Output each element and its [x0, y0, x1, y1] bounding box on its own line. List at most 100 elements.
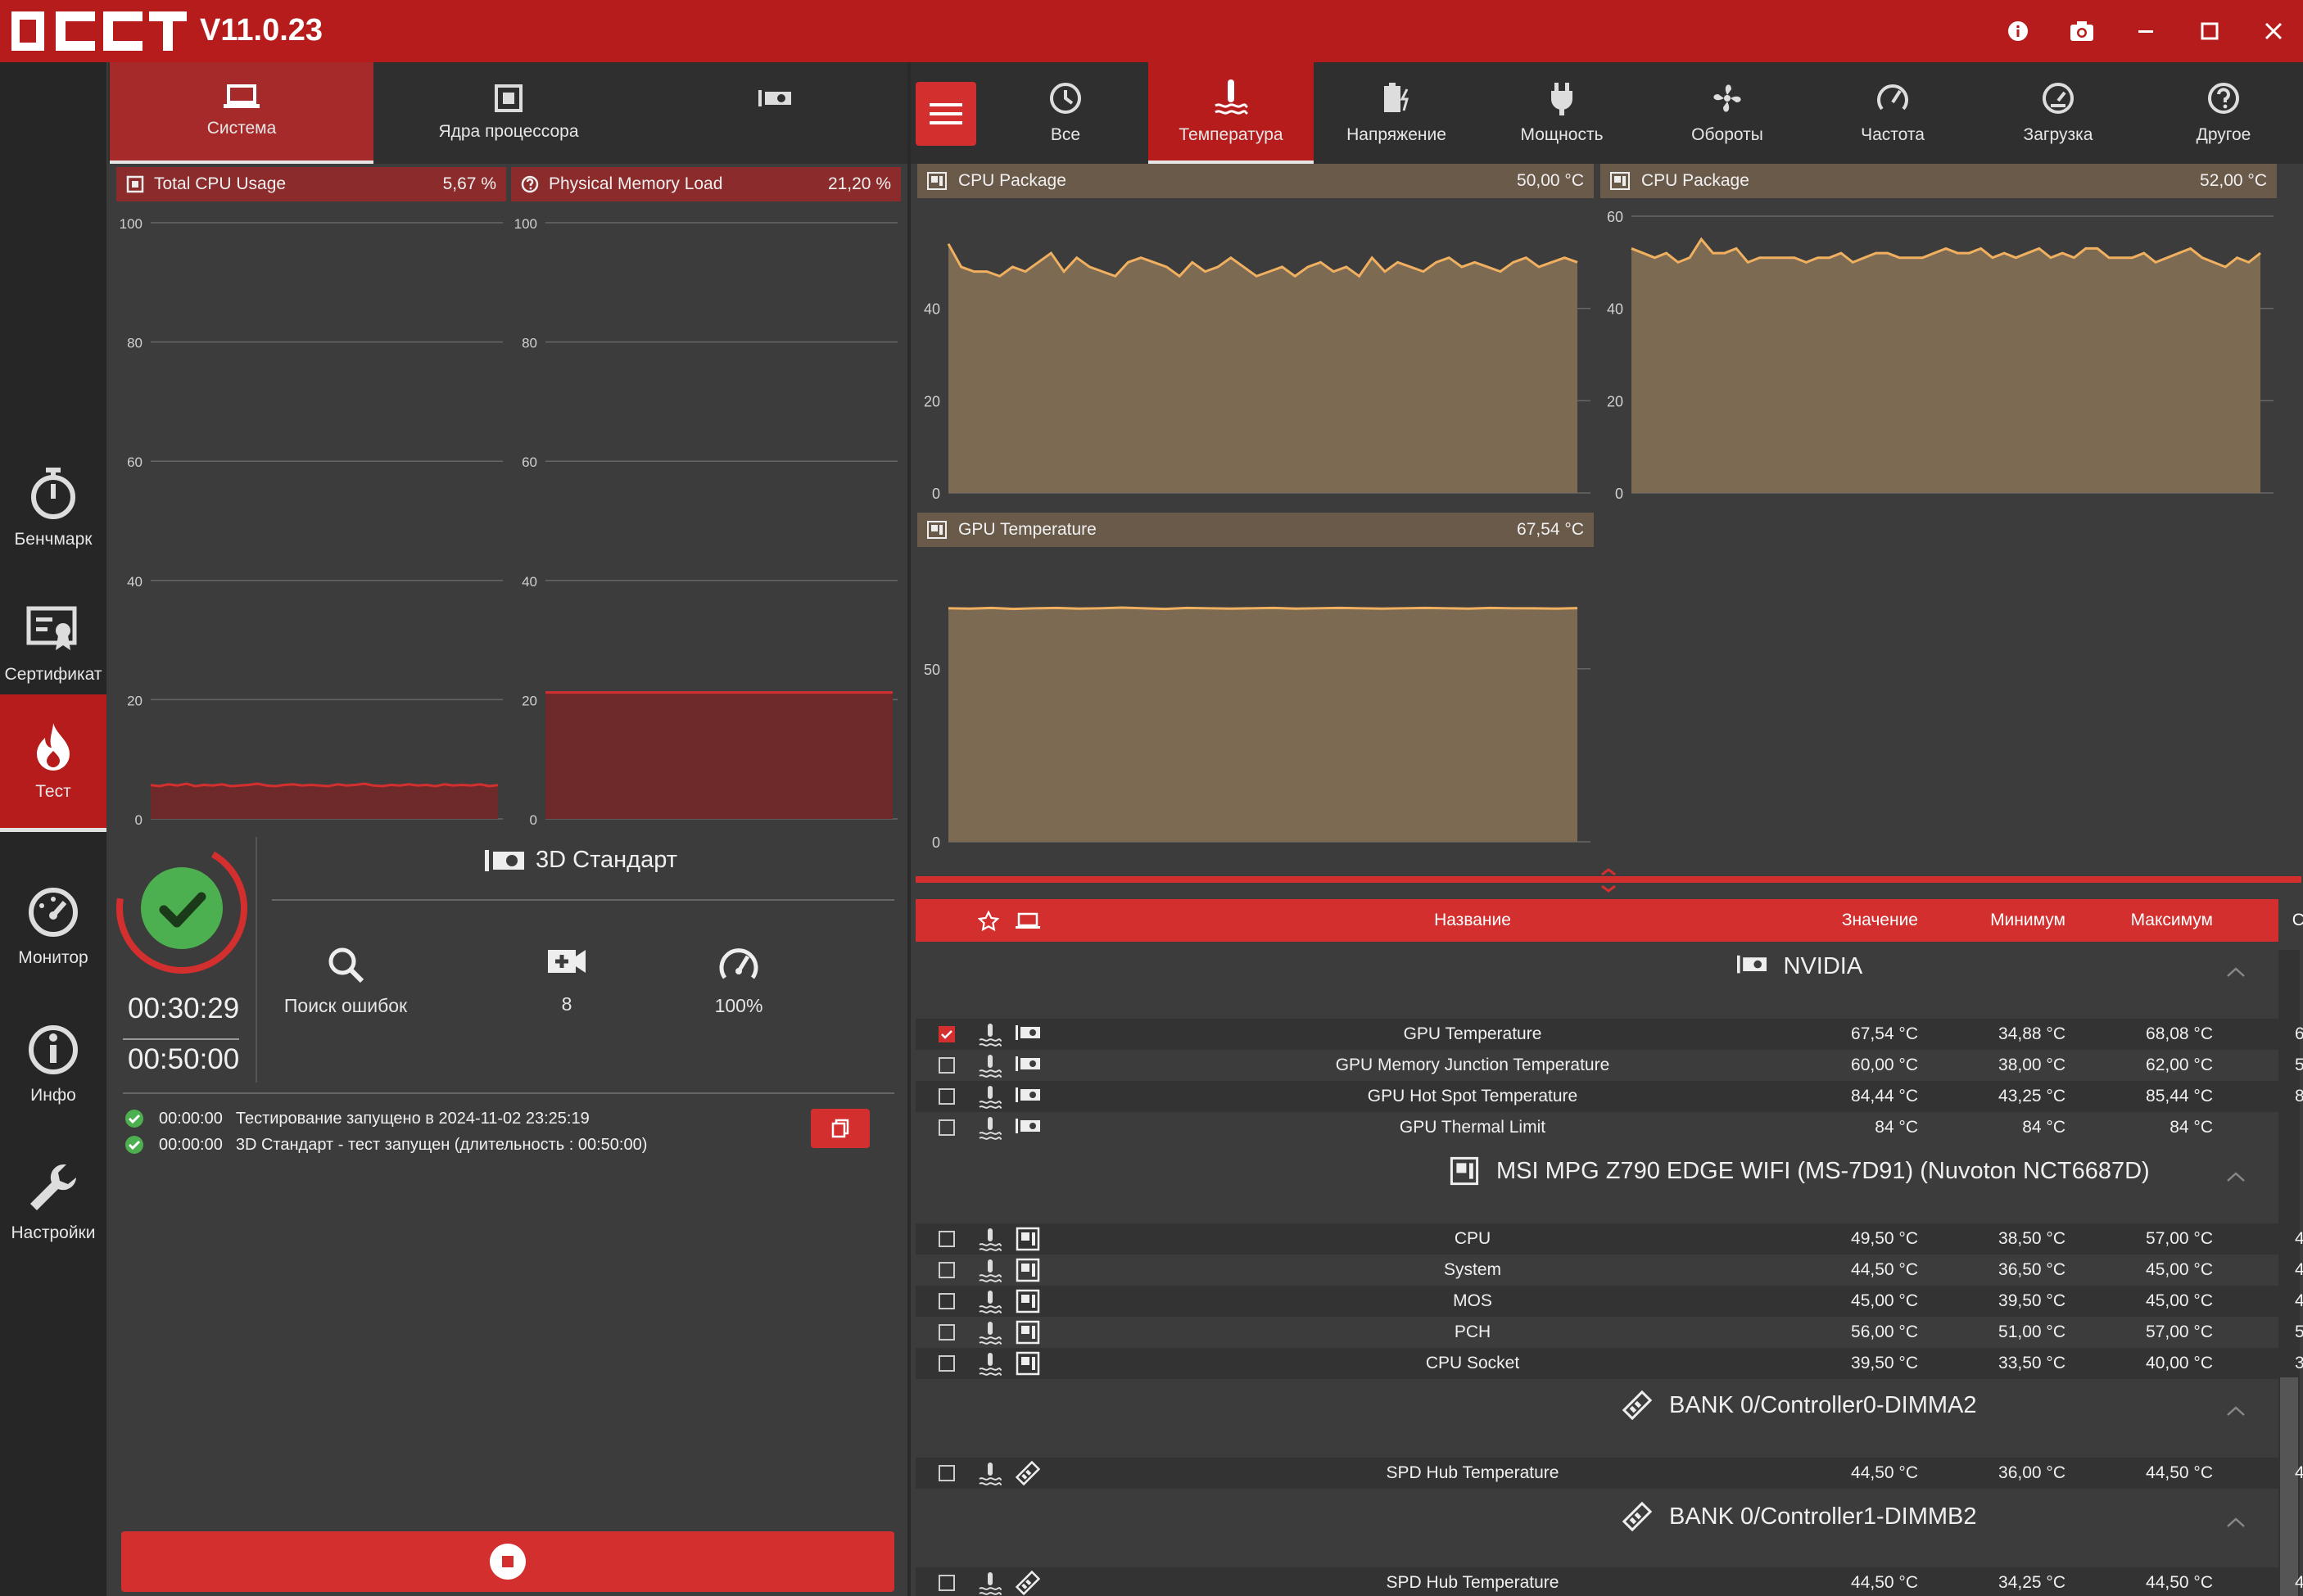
tab-all[interactable]: Все [983, 62, 1148, 164]
memory-load-chart: 0 20 40 60 80 100 [514, 216, 898, 827]
sidebar-item-certificate[interactable]: Сертификат [0, 576, 106, 714]
gpu-temperature-chart: 0 50 [924, 606, 1590, 851]
column-value[interactable]: Значение [1841, 911, 1918, 929]
sidebar-item-settings[interactable]: Настройки [0, 1133, 106, 1271]
separator [123, 1038, 239, 1040]
sensor-min: 34,88 °C [1998, 1024, 2065, 1043]
table-row[interactable]: SPD Hub Temperature 44,50 °C 36,00 °C 44,50… [916, 1458, 2303, 1489]
star-icon[interactable] [978, 911, 999, 932]
sensor-min: 43,25 °C [1998, 1087, 2065, 1105]
minimize-icon[interactable] [2124, 11, 2167, 51]
laptop-icon[interactable] [1016, 912, 1040, 930]
column-max[interactable]: Максимум [2130, 911, 2213, 929]
sensor-max: 44,50 °C [2146, 1463, 2213, 1482]
row-checkbox[interactable] [939, 1057, 955, 1074]
column-avg[interactable]: Среднее [2292, 911, 2303, 929]
sidebar-item-label: Инфо [30, 1086, 76, 1105]
y-tick-label: 100 [514, 216, 537, 232]
option-load-level[interactable]: 100% [698, 945, 780, 1017]
sidebar-item-benchmark[interactable]: Бенчмарк [0, 439, 106, 576]
row-checkbox[interactable] [939, 1575, 955, 1591]
info-icon[interactable] [1997, 11, 2039, 51]
option-error-check[interactable]: Поиск ошибок [272, 945, 419, 1017]
motherboard-icon [1016, 1320, 1040, 1345]
sensor-value: 84,44 °C [1851, 1087, 1918, 1105]
chevron-up-icon[interactable] [2224, 965, 2247, 979]
y-tick-label: 20 [127, 693, 143, 708]
panel-splitter[interactable] [916, 876, 2301, 883]
row-checkbox[interactable] [939, 1119, 955, 1136]
y-tick-label: 0 [1615, 486, 1623, 502]
row-checkbox[interactable] [939, 1465, 955, 1481]
occt-logo [11, 11, 187, 51]
gpu-card-icon [1016, 1115, 1040, 1140]
tab-system[interactable]: Система [110, 62, 373, 164]
table-row[interactable]: System 44,50 °C 36,50 °C 45,00 °C 42,96 °C [916, 1255, 2303, 1286]
sensor-min: 38,50 °C [1998, 1229, 2065, 1248]
thermometer-icon [978, 1461, 1002, 1485]
sensor-max: 68,08 °C [2146, 1024, 2213, 1043]
table-row[interactable]: SPD Hub Temperature 44,50 °C 34,25 °C 44,50… [916, 1567, 2303, 1596]
close-icon[interactable] [2252, 11, 2295, 51]
tab-load[interactable]: Загрузка [1975, 62, 2141, 164]
splitter-handle-icon[interactable] [1599, 868, 1618, 893]
table-row[interactable]: GPU Memory Junction Temperature 60,00 °C 3… [916, 1050, 2303, 1081]
app-version: V11.0.23 [200, 13, 324, 47]
chevron-up-icon[interactable] [2224, 1515, 2247, 1530]
tab-frequency[interactable]: Частота [1810, 62, 1975, 164]
y-tick-label: 40 [522, 574, 537, 590]
table-row[interactable]: MOS 45,00 °C 39,50 °C 45,00 °C 42,91 °C [916, 1286, 2303, 1317]
chart-header-cpu-usage: Total CPU Usage 5,67 % [116, 167, 506, 201]
sidebar-item-test[interactable]: Тест [0, 694, 106, 832]
row-checkbox[interactable] [939, 1088, 955, 1105]
table-row[interactable]: GPU Hot Spot Temperature 84,44 °C 43,25 °C… [916, 1081, 2303, 1112]
row-checkbox[interactable] [939, 1293, 955, 1309]
certificate-icon [26, 606, 77, 650]
option-shader-count[interactable]: 8 [534, 945, 600, 1015]
row-checkbox[interactable] [939, 1355, 955, 1372]
series-area [948, 607, 1577, 842]
sidebar-item-info[interactable]: Инфо [0, 996, 106, 1133]
flame-icon [37, 722, 70, 771]
menu-button[interactable] [916, 82, 976, 146]
battery-icon [1384, 83, 1409, 112]
table-row[interactable]: CPU 49,50 °C 38,50 °C 57,00 °C 48,79 °C [916, 1223, 2303, 1255]
check-circle-icon [125, 1110, 143, 1128]
tab-other[interactable]: Другое [2141, 62, 2303, 164]
wrench-icon [30, 1164, 76, 1210]
column-min[interactable]: Минимум [1990, 911, 2065, 929]
table-row[interactable]: PCH 56,00 °C 51,00 °C 57,00 °C 54,72 °C [916, 1317, 2303, 1348]
fan-icon [1713, 84, 1741, 112]
sidebar: Бенчмарк Сертификат Тест Монитор Инфо На… [0, 62, 106, 1596]
thermometer-icon [978, 1320, 1002, 1345]
table-row[interactable]: CPU Socket 39,50 °C 33,50 °C 40,00 °C 38,17 … [916, 1348, 2303, 1379]
chevron-up-icon[interactable] [2224, 1404, 2247, 1418]
series-area [545, 692, 893, 819]
maximize-icon[interactable] [2188, 11, 2231, 51]
tab-fan-speed[interactable]: Обороты [1645, 62, 1810, 164]
sensor-group-title: BANK 0/Controller0-DIMMA2 [1620, 1390, 1977, 1420]
table-row[interactable]: GPU Temperature 67,54 °C 34,88 °C 68,08 °C 6… [916, 1019, 2303, 1050]
row-checkbox[interactable] [939, 1262, 955, 1278]
stopwatch-icon [31, 468, 75, 519]
tab-voltage[interactable]: Напряжение [1314, 62, 1479, 164]
table-scrollbar-thumb[interactable] [2280, 1377, 2298, 1596]
tab-gpu[interactable] [644, 62, 907, 164]
camera-icon[interactable] [2061, 11, 2103, 51]
sidebar-item-monitor[interactable]: Монитор [0, 858, 106, 996]
sensor-name: PCH [1454, 1322, 1491, 1341]
row-checkbox[interactable] [939, 1026, 955, 1042]
tab-cpu-cores[interactable]: Ядра процессора [375, 62, 642, 164]
sensor-max: 44,50 °C [2146, 1573, 2213, 1592]
row-checkbox[interactable] [939, 1231, 955, 1247]
chevron-up-icon[interactable] [2224, 1169, 2247, 1184]
y-tick-label: 0 [932, 834, 940, 851]
tab-temperature[interactable]: Температура [1148, 62, 1314, 164]
stop-test-button[interactable] [121, 1531, 894, 1592]
row-checkbox[interactable] [939, 1324, 955, 1341]
sensor-max: 57,00 °C [2146, 1322, 2213, 1341]
column-name[interactable]: Название [1434, 911, 1511, 929]
tab-power[interactable]: Мощность [1479, 62, 1645, 164]
copy-log-button[interactable] [811, 1109, 870, 1148]
